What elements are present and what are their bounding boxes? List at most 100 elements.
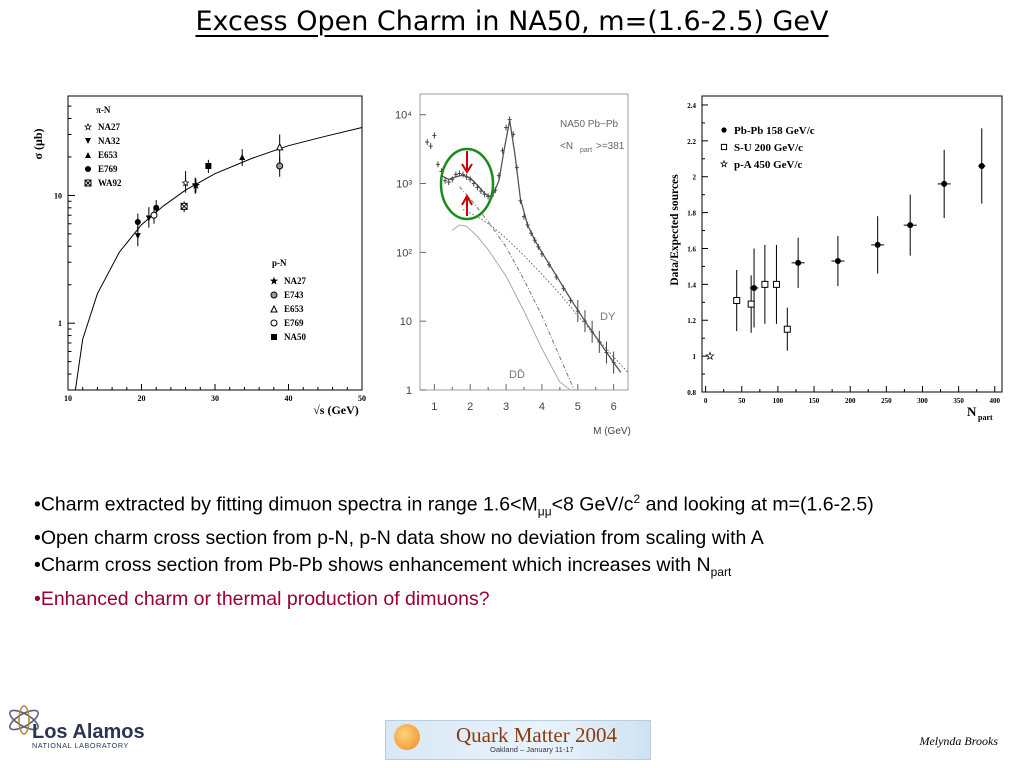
c2-arrow-down-icon [461, 151, 473, 174]
c1-legend-marker [83, 122, 93, 131]
cross-section-chart: σ (μb) √s (GeV) 10 20 30 40 50 1 10 π-N p-N NA27 N… [31, 95, 366, 417]
slide-title: Excess Open Charm in NA50, m=(1.6-2.5) G… [195, 6, 829, 37]
c3-xlabel-sub: part [978, 413, 993, 422]
c2-ytick-label: 10⁴ [395, 110, 412, 122]
c2-npart-sub: part [580, 147, 592, 154]
author-name: Melynda Brooks [919, 734, 998, 748]
c1-point-na27 [181, 178, 190, 187]
c3-ylabel: Data/Expected sources [669, 174, 681, 286]
c1-xtick-label: 30 [211, 394, 219, 403]
c3-xtick-label: 350 [953, 397, 964, 405]
c1-point-e653 [239, 153, 246, 160]
c1-xtick-label: 40 [285, 394, 293, 403]
c3-ytick-label: 2.2 [687, 138, 696, 146]
c2-dy-curve [462, 209, 629, 373]
c1-xtick-label: 50 [358, 394, 366, 403]
c2-dy-label: DY [600, 311, 616, 323]
c3-ytick-label: 1.6 [687, 245, 696, 253]
los-alamos-logo: Los Alamos NATIONAL LABORATORY [9, 705, 145, 750]
c2-bkg-curve [459, 186, 575, 391]
logo-text: Los Alamos [32, 721, 145, 743]
c1-point-na27 [191, 180, 200, 189]
c1-legend-label: WA92 [98, 178, 122, 188]
bullet-3: •Charm cross section from Pb-Pb shows en… [34, 554, 732, 580]
c2-xtick-label: 6 [611, 401, 617, 413]
c1-point-na50 [205, 162, 212, 169]
c3-point [907, 222, 914, 229]
c3-xtick-label: 50 [738, 397, 746, 405]
bullet-list: •Charm extracted by fitting dimuon spect… [34, 486, 1009, 613]
c1-point-e769 [150, 211, 158, 219]
c1-xtick-label: 20 [138, 394, 146, 403]
c3-xtick-label: 300 [917, 397, 928, 405]
conference-title: Quark Matter 2004 [456, 723, 617, 747]
c1-legend-marker [269, 276, 279, 285]
c2-ytick-label: 10 [400, 316, 412, 328]
c3-legend-marker [719, 159, 729, 168]
c1-legend-marker [85, 138, 91, 144]
c1-legend-marker [270, 319, 278, 327]
dimuon-spectrum-chart: 1 2 3 4 5 6 1 10 10² 10³ 10⁴ M (GeV) NA50 Pb−Pb <N par… [395, 93, 631, 437]
c2-highlight-circle [439, 147, 495, 221]
c3-legend-marker [721, 127, 727, 133]
c3-xtick-label: 400 [990, 397, 1001, 405]
enhancement-chart: Data/Expected sources 0 50 100 150 200 250 300… [669, 95, 1003, 422]
logo-subtext: NATIONAL LABORATORY [32, 741, 129, 750]
c3-xtick-label: 250 [881, 397, 892, 405]
c1-legend-marker [270, 291, 278, 299]
c3-point [751, 284, 758, 291]
c1-ytick-label: 1 [58, 319, 62, 328]
c1-legend-label: NA32 [98, 136, 120, 146]
c2-npart-label: <N [560, 141, 573, 152]
c1-legend-label: E653 [284, 304, 304, 314]
sun-icon [394, 724, 420, 750]
c3-point [783, 325, 791, 333]
c1-legend-title-pN: p-N [272, 258, 287, 268]
c3-legend-label: Pb-Pb 158 GeV/c [734, 125, 815, 137]
c1-legend-label: NA27 [284, 276, 306, 286]
c1-point-wa92 [180, 202, 188, 210]
c3-legend-label: p-A 450 GeV/c [734, 159, 803, 171]
c2-arrow-up-icon [461, 193, 473, 216]
c3-legend-label: S-U 200 GeV/c [734, 142, 803, 154]
c2-total-fit [441, 120, 622, 373]
c3-point [795, 259, 802, 266]
conference-subtitle: Oakland – January 11-17 [490, 745, 574, 754]
c2-xtick-label: 1 [431, 401, 437, 413]
c1-point-na32 [145, 215, 152, 222]
c1-legend-marker [271, 334, 277, 340]
c2-ytick-label: 1 [406, 385, 412, 397]
c1-point-e769 [134, 218, 141, 225]
bullet-2: •Open charm cross section from p-N, p-N … [34, 527, 764, 550]
c3-legend-marker [720, 143, 728, 151]
quark-matter-banner: Quark Matter 2004 Oakland – January 11-1… [385, 720, 651, 760]
bullet-1: •Charm extracted by fitting dimuon spect… [34, 492, 874, 519]
c1-legend-label: E743 [284, 290, 304, 300]
c3-xtick-label: 200 [845, 397, 856, 405]
c3-xtick-label: 0 [704, 397, 708, 405]
c3-point [941, 180, 948, 187]
c3-xtick-label: 150 [809, 397, 820, 405]
c2-xtick-label: 3 [503, 401, 509, 413]
c3-frame [701, 95, 1003, 393]
c3-ytick-label: 2 [693, 174, 697, 182]
c1-legend-label: E769 [284, 318, 304, 328]
c1-point-na32 [134, 233, 141, 240]
c3-ytick-label: 1.8 [687, 210, 696, 218]
c1-legend-label: NA27 [98, 122, 120, 132]
c2-frame [419, 93, 629, 391]
c3-point [978, 162, 985, 169]
c2-xtick-label: 5 [575, 401, 581, 413]
c2-dd-curve [452, 224, 571, 391]
c1-legend-label: E653 [98, 150, 118, 160]
c3-point [761, 280, 769, 288]
c3-point [834, 258, 841, 265]
c3-ytick-label: 2.4 [687, 102, 696, 110]
c1-ytick-label: 10 [54, 191, 62, 200]
c3-point [772, 280, 780, 288]
c1-legend-marker [85, 152, 91, 158]
c1-ylabel: σ (μb) [31, 129, 45, 160]
c3-xtick-label: 100 [773, 397, 784, 405]
c1-point-e653 [275, 142, 284, 151]
c3-point [747, 300, 755, 308]
